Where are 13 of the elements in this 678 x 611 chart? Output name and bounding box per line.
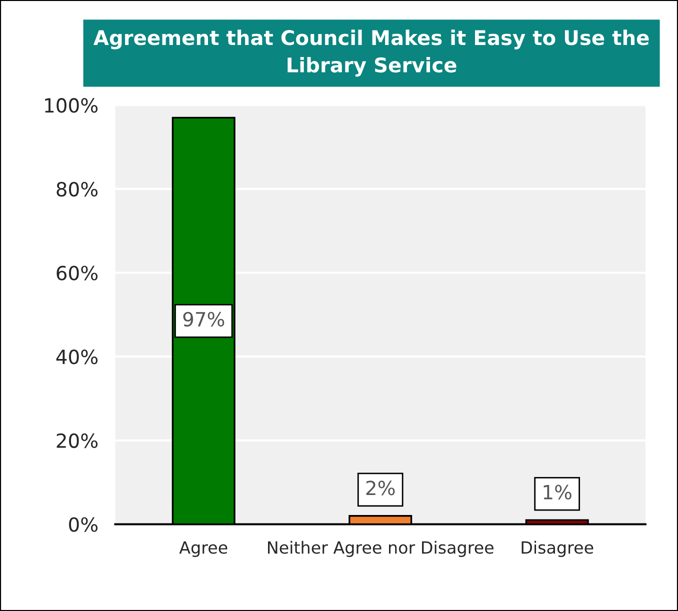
chart-title: Agreement that Council Makes it Easy to Use the Library Service [93, 30, 649, 77]
x-tick-label: Disagree [522, 540, 594, 558]
x-tick-label: Neither Agree nor Disagree [268, 540, 494, 558]
y-tick-label: 60% [56, 266, 98, 280]
y-tick-label: 40% [56, 350, 98, 364]
y-tick-label: 80% [56, 182, 98, 197]
y-tick-label: 100% [45, 98, 98, 113]
data-label: 2% [366, 480, 395, 496]
y-tick-label: 0% [69, 517, 98, 532]
data-label: 97% [183, 312, 224, 327]
data-label: 1% [544, 484, 572, 500]
y-tick-label: 20% [56, 433, 98, 448]
x-tick-label: Agree [179, 541, 228, 558]
